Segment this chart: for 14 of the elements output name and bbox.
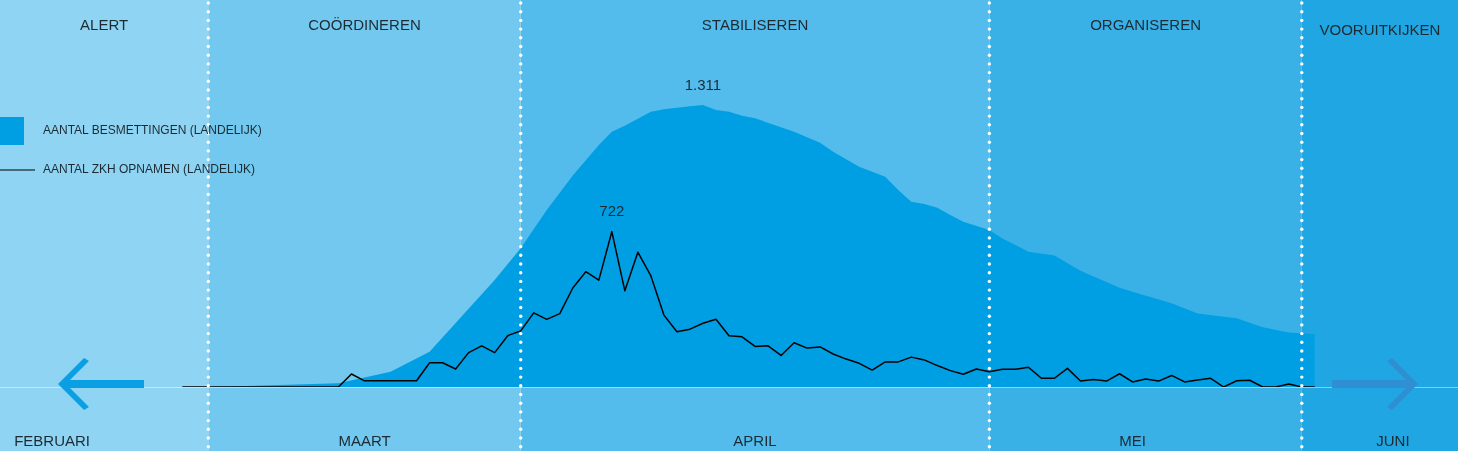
x-tick-label: MAART	[338, 432, 391, 450]
x-tick-label: JUNI	[1376, 432, 1410, 450]
band-label: ORGANISEREN	[1090, 16, 1201, 34]
band-label: STABILISEREN	[701, 16, 809, 34]
band-label: VOORUITKIJKEN	[1319, 21, 1441, 39]
annotation: 1.311	[684, 75, 722, 93]
x-tick-label: APRIL	[733, 432, 777, 450]
band-label: ALERT	[80, 16, 129, 34]
x-tick-label: MEI	[1119, 432, 1146, 450]
band-label: COÖRDINEREN	[308, 16, 421, 34]
annotation: 722	[599, 202, 625, 220]
legend-label: AANTAL BESMETTINGEN (LANDELIJK)	[43, 123, 262, 138]
x-tick-label: FEBRUARI	[14, 432, 90, 450]
legend-label: AANTAL ZKH OPNAMEN (LANDELIJK)	[43, 162, 256, 177]
